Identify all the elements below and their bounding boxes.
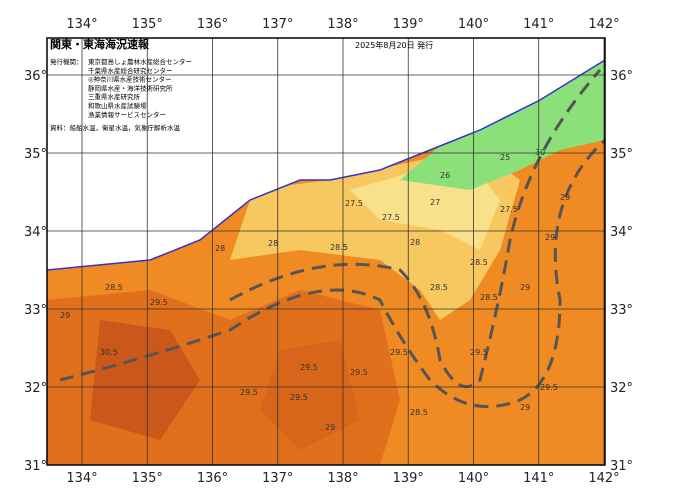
contour-label: 29 bbox=[60, 311, 70, 320]
issuer-list: 東京都島しょ農林水産総合センター千葉県水産総合研究センター◎神奈川県水産技術セン… bbox=[88, 57, 192, 119]
lon-label-bottom: 134° bbox=[66, 471, 97, 486]
contour-label: 29.5 bbox=[390, 348, 408, 357]
issue-date: 2025年8月20日 発行 bbox=[355, 40, 433, 50]
lon-label-bottom: 140° bbox=[458, 471, 489, 486]
contour-label: 28.5 bbox=[410, 408, 428, 417]
contour-label: 27 bbox=[430, 198, 440, 207]
lat-label-left: 32° bbox=[24, 381, 47, 396]
contour-label: 26 bbox=[440, 171, 450, 180]
contour-label: 28 bbox=[410, 238, 420, 247]
contour-label: 28.5 bbox=[105, 283, 123, 292]
lon-label-top: 140° bbox=[458, 17, 489, 32]
lon-label-top: 138° bbox=[327, 17, 358, 32]
contour-label: 27.5 bbox=[345, 199, 363, 208]
lon-label-bottom: 138° bbox=[327, 471, 358, 486]
lon-label-top: 141° bbox=[523, 17, 554, 32]
lon-label-bottom: 141° bbox=[523, 471, 554, 486]
contour-label: 28.5 bbox=[480, 293, 498, 302]
contour-label: 29.5 bbox=[470, 348, 488, 357]
lon-label-top: 142° bbox=[588, 17, 619, 32]
lon-label-bottom: 139° bbox=[393, 471, 424, 486]
issuer: 漁業情報サービスセンター bbox=[88, 110, 166, 119]
lon-label-top: 139° bbox=[393, 17, 424, 32]
contour-labels: 28 28.5 29 29.5 30.5 29.5 29.5 29.5 29.5 28.5 28 27… bbox=[60, 148, 570, 432]
contour-label: 29 bbox=[545, 233, 555, 242]
issuer: 三重県水産研究所 bbox=[88, 92, 141, 101]
contour-label: 25 bbox=[500, 153, 510, 162]
lat-label-right: 32° bbox=[610, 381, 633, 396]
lat-label-left: 31° bbox=[24, 459, 47, 474]
contour-label: 29.5 bbox=[240, 388, 258, 397]
lat-label-right: 35° bbox=[610, 147, 633, 162]
contour-label: 29 bbox=[520, 283, 530, 292]
lat-label-right: 36° bbox=[610, 69, 633, 84]
contour-label: 27.5 bbox=[500, 205, 518, 214]
issuer: 静岡県水産・海洋技術研究所 bbox=[88, 83, 173, 92]
contour-label: 29 bbox=[520, 403, 530, 412]
lat-label-left: 34° bbox=[24, 225, 47, 240]
lon-label-top: 135° bbox=[132, 17, 163, 32]
issuer: ◎神奈川県水産技術センター bbox=[88, 75, 172, 84]
map-frame bbox=[46, 37, 606, 466]
contour-label: 29.5 bbox=[540, 383, 558, 392]
contour-label: 30.5 bbox=[100, 348, 118, 357]
contour-label: 29.5 bbox=[290, 393, 308, 402]
axis-labels: 134° 134° 135° 135° 136° 136° 137° 137° 138° 138°… bbox=[24, 17, 633, 486]
lon-label-top: 136° bbox=[197, 17, 228, 32]
lat-label-left: 36° bbox=[24, 69, 47, 84]
lon-label-top: 134° bbox=[66, 17, 97, 32]
map-body: 28 28.5 29 29.5 30.5 29.5 29.5 29.5 29.5 28.5 28 27… bbox=[47, 38, 605, 465]
lat-label-left: 35° bbox=[24, 147, 47, 162]
issuer: 千葉県水産総合研究センター bbox=[88, 66, 173, 75]
lon-label-bottom: 142° bbox=[588, 471, 619, 486]
lon-label-bottom: 137° bbox=[262, 471, 293, 486]
lon-label-bottom: 136° bbox=[197, 471, 228, 486]
lat-label-left: 33° bbox=[24, 303, 47, 318]
contour-label: 28.5 bbox=[430, 283, 448, 292]
contour-label: 28 bbox=[215, 244, 225, 253]
issuer: 東京都島しょ農林水産総合センター bbox=[88, 57, 192, 66]
lon-label-bottom: 135° bbox=[132, 471, 163, 486]
lat-label-right: 34° bbox=[610, 225, 633, 240]
sources: 資料：船舶水温，衛星水温，気象庁解析水温 bbox=[50, 123, 181, 132]
contour-label: 28.5 bbox=[470, 258, 488, 267]
contour-label: 29 bbox=[560, 193, 570, 202]
contour-label: 29 bbox=[325, 423, 335, 432]
contour-label: 29.5 bbox=[350, 368, 368, 377]
lat-label-right: 33° bbox=[610, 303, 633, 318]
lon-label-top: 137° bbox=[262, 17, 293, 32]
lat-label-right: 31° bbox=[610, 459, 633, 474]
map-title: 関東・東海海況速報 bbox=[50, 37, 150, 51]
contour-label: 28 bbox=[268, 239, 278, 248]
contour-label: 30 bbox=[535, 148, 545, 157]
contour-label: 29.5 bbox=[150, 298, 168, 307]
contour-label: 28.5 bbox=[330, 243, 348, 252]
issuer-heading: 発行機関： bbox=[50, 57, 83, 66]
issuer: 和歌山県水産試験場 bbox=[88, 101, 147, 110]
contour-label: 29.5 bbox=[300, 363, 318, 372]
contour-label: 27.5 bbox=[382, 213, 400, 222]
graticule bbox=[47, 38, 605, 465]
